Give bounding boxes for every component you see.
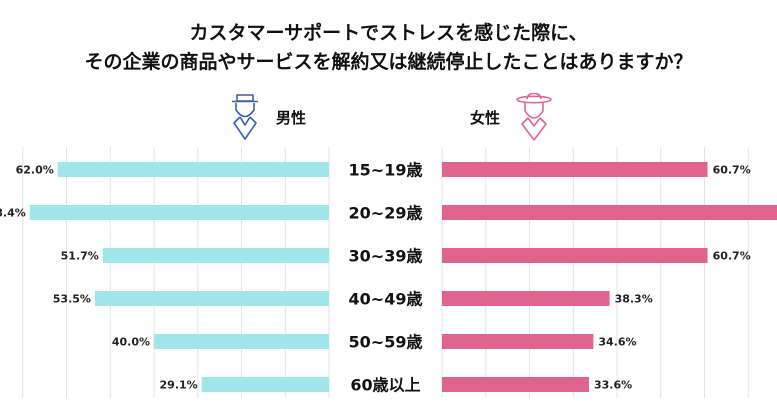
male-gridlines <box>22 147 330 398</box>
male-bar <box>29 205 329 220</box>
legend-male: 男性 <box>228 92 306 142</box>
category-label: 30~39歳 <box>349 247 423 266</box>
male-value-label: 29.1% <box>160 379 198 392</box>
legend-male-label: 男性 <box>276 108 307 127</box>
male-value-label: 68.4% <box>0 207 26 220</box>
female-value-label: 33.6% <box>594 379 632 392</box>
female-bar <box>442 377 589 392</box>
male-bar <box>57 162 329 177</box>
male-value-label: 51.7% <box>61 250 99 263</box>
male-bar <box>94 291 329 306</box>
female-bar <box>442 248 708 263</box>
female-bar <box>442 205 777 220</box>
man-figure-icon <box>232 94 258 140</box>
male-value-label: 40.0% <box>112 336 150 349</box>
female-value-label: 60.7% <box>713 250 751 263</box>
male-bar <box>201 377 329 392</box>
male-value-label: 53.5% <box>53 293 91 306</box>
female-value-label: 38.3% <box>615 293 653 306</box>
category-label: 50~59歳 <box>349 333 423 352</box>
category-labels-group: 15~19歳 20~29歳 30~39歳 40~49歳 50~59歳 60歳以上 <box>349 161 423 395</box>
female-gridlines <box>441 147 749 398</box>
female-bar <box>442 162 708 177</box>
category-label: 40~49歳 <box>349 290 423 309</box>
value-labels-group: 62.0%60.7%68.4%77.2%51.7%60.7%53.5%38.3%… <box>0 164 751 392</box>
category-label: 20~29歳 <box>349 204 423 223</box>
legend-female: 女性 <box>470 92 554 142</box>
male-value-label: 62.0% <box>16 164 54 177</box>
bars-group <box>29 162 777 392</box>
male-bar <box>102 248 329 263</box>
female-bar <box>442 291 610 306</box>
category-label: 60歳以上 <box>350 376 420 395</box>
chart-title-line-2: その企業の商品やサービスを解約又は継続停止したことはありますか？ <box>84 51 693 73</box>
female-value-label: 60.7% <box>713 164 751 177</box>
female-bar <box>442 334 594 349</box>
male-bar <box>154 334 329 349</box>
woman-figure-icon <box>516 93 552 141</box>
chart-title-line-1: カスタマーサポートでストレスを感じた際に、 <box>189 22 588 44</box>
legend-female-label: 女性 <box>470 108 501 127</box>
category-label: 15~19歳 <box>349 161 423 180</box>
female-value-label: 34.6% <box>598 336 636 349</box>
